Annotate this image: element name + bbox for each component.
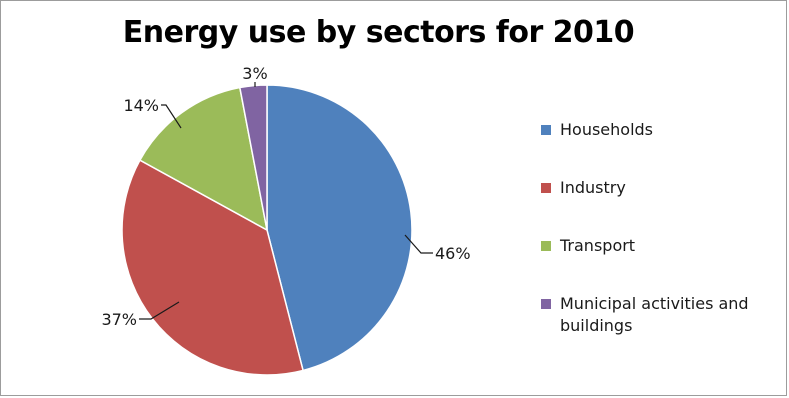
data-labels: 46% 37% 14% 3% xyxy=(101,64,470,329)
legend-label: Industry xyxy=(560,178,626,197)
legend-item-households: Households xyxy=(541,119,786,177)
leader-line xyxy=(139,301,180,320)
leader-line xyxy=(161,104,182,129)
slice-municipal xyxy=(238,84,268,231)
legend-item-municipal: Municipal activities and buildings xyxy=(541,293,756,337)
legend-item-industry: Industry xyxy=(541,177,786,235)
slice-industry xyxy=(121,159,304,376)
label-transport: 14% xyxy=(123,96,159,115)
slice-transport xyxy=(138,86,269,232)
legend: Households Industry Transport Municipal … xyxy=(541,119,786,337)
legend-swatch xyxy=(541,299,551,309)
legend-item-transport: Transport xyxy=(541,235,786,293)
chart-title: Energy use by sectors for 2010 xyxy=(122,15,635,50)
legend-label: Municipal activities and buildings xyxy=(560,294,749,335)
legend-label: Households xyxy=(560,120,654,139)
label-municipal: 3% xyxy=(242,64,267,83)
legend-label: Transport xyxy=(560,236,636,255)
leader-line xyxy=(404,234,433,254)
legend-swatch xyxy=(541,241,551,251)
legend-swatch xyxy=(541,125,551,135)
label-households: 46% xyxy=(435,244,471,263)
pie-slices xyxy=(121,84,413,376)
legend-swatch xyxy=(541,183,551,193)
label-industry: 37% xyxy=(101,310,137,329)
leader-lines xyxy=(139,82,433,320)
slice-households xyxy=(266,84,413,372)
